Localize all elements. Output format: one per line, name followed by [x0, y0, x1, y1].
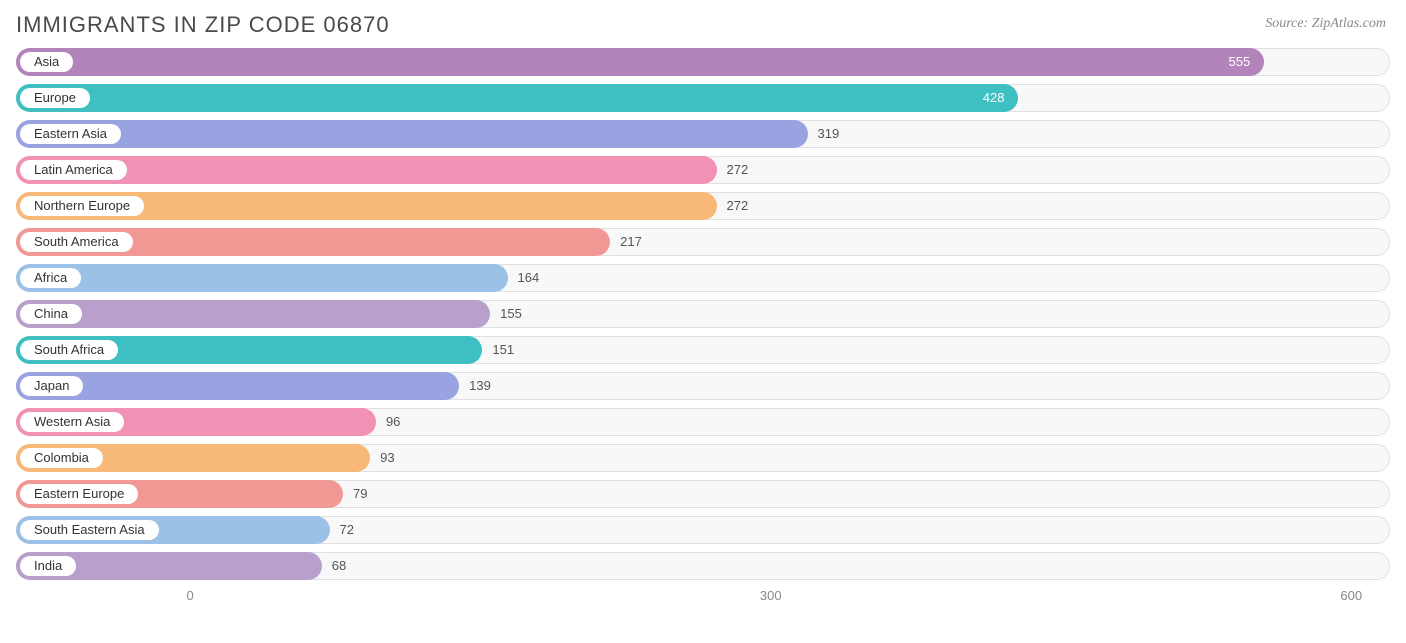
- bar-label: Latin America: [20, 160, 127, 180]
- axis-tick: 0: [187, 588, 194, 603]
- bar-value: 151: [482, 336, 514, 364]
- bar-fill: [16, 300, 490, 328]
- bar-label: Japan: [20, 376, 83, 396]
- bar-row: Japan 139: [16, 372, 1390, 400]
- bar-value: 319: [808, 120, 840, 148]
- chart-source: Source: ZipAtlas.com: [1265, 12, 1386, 32]
- bar-value: 155: [490, 300, 522, 328]
- axis-tick: 600: [1340, 588, 1362, 603]
- chart-header: IMMIGRANTS IN ZIP CODE 06870 Source: Zip…: [0, 0, 1406, 48]
- bar-row: Latin America 272: [16, 156, 1390, 184]
- bar-value: 272: [717, 156, 749, 184]
- bar-row: Europe428: [16, 84, 1390, 112]
- bar-label: Eastern Asia: [20, 124, 121, 144]
- bar-label: Africa: [20, 268, 81, 288]
- chart-area: Asia555 Europe428 Eastern Asia 319 Latin Ame…: [0, 48, 1406, 608]
- bar-value: 68: [322, 552, 346, 580]
- bar-row: China 155: [16, 300, 1390, 328]
- bar-label: Eastern Europe: [20, 484, 138, 504]
- bar-value: 555: [16, 48, 1264, 76]
- bar-row: Eastern Asia 319: [16, 120, 1390, 148]
- bar-value: 93: [370, 444, 394, 472]
- bar-row: South Eastern Asia 72: [16, 516, 1390, 544]
- x-axis: 0 300 600: [16, 588, 1390, 608]
- bar-row: Colombia 93: [16, 444, 1390, 472]
- bar-value: 164: [508, 264, 540, 292]
- bar-label: Colombia: [20, 448, 103, 468]
- bar-value: 139: [459, 372, 491, 400]
- bar-value: 96: [376, 408, 400, 436]
- bar-label: South Eastern Asia: [20, 520, 159, 540]
- bar-fill: [16, 264, 508, 292]
- bar-label: South Africa: [20, 340, 118, 360]
- bar-row: Western Asia 96: [16, 408, 1390, 436]
- axis-tick: 300: [760, 588, 782, 603]
- chart-title: IMMIGRANTS IN ZIP CODE 06870: [16, 12, 390, 38]
- bar-label: China: [20, 304, 82, 324]
- bar-row: India 68: [16, 552, 1390, 580]
- bar-value: 272: [717, 192, 749, 220]
- bar-value: 217: [610, 228, 642, 256]
- bar-row: Northern Europe 272: [16, 192, 1390, 220]
- bar-row: Asia555: [16, 48, 1390, 76]
- bar-row: South Africa 151: [16, 336, 1390, 364]
- bar-label: South America: [20, 232, 133, 252]
- bar-value: 79: [343, 480, 367, 508]
- bar-value: 428: [16, 84, 1018, 112]
- bar-row: Eastern Europe 79: [16, 480, 1390, 508]
- bar-fill: [16, 120, 808, 148]
- bar-value: 72: [330, 516, 354, 544]
- bar-label: India: [20, 556, 76, 576]
- bar-label: Northern Europe: [20, 196, 144, 216]
- bar-label: Western Asia: [20, 412, 124, 432]
- bar-row: South America 217: [16, 228, 1390, 256]
- bar-row: Africa 164: [16, 264, 1390, 292]
